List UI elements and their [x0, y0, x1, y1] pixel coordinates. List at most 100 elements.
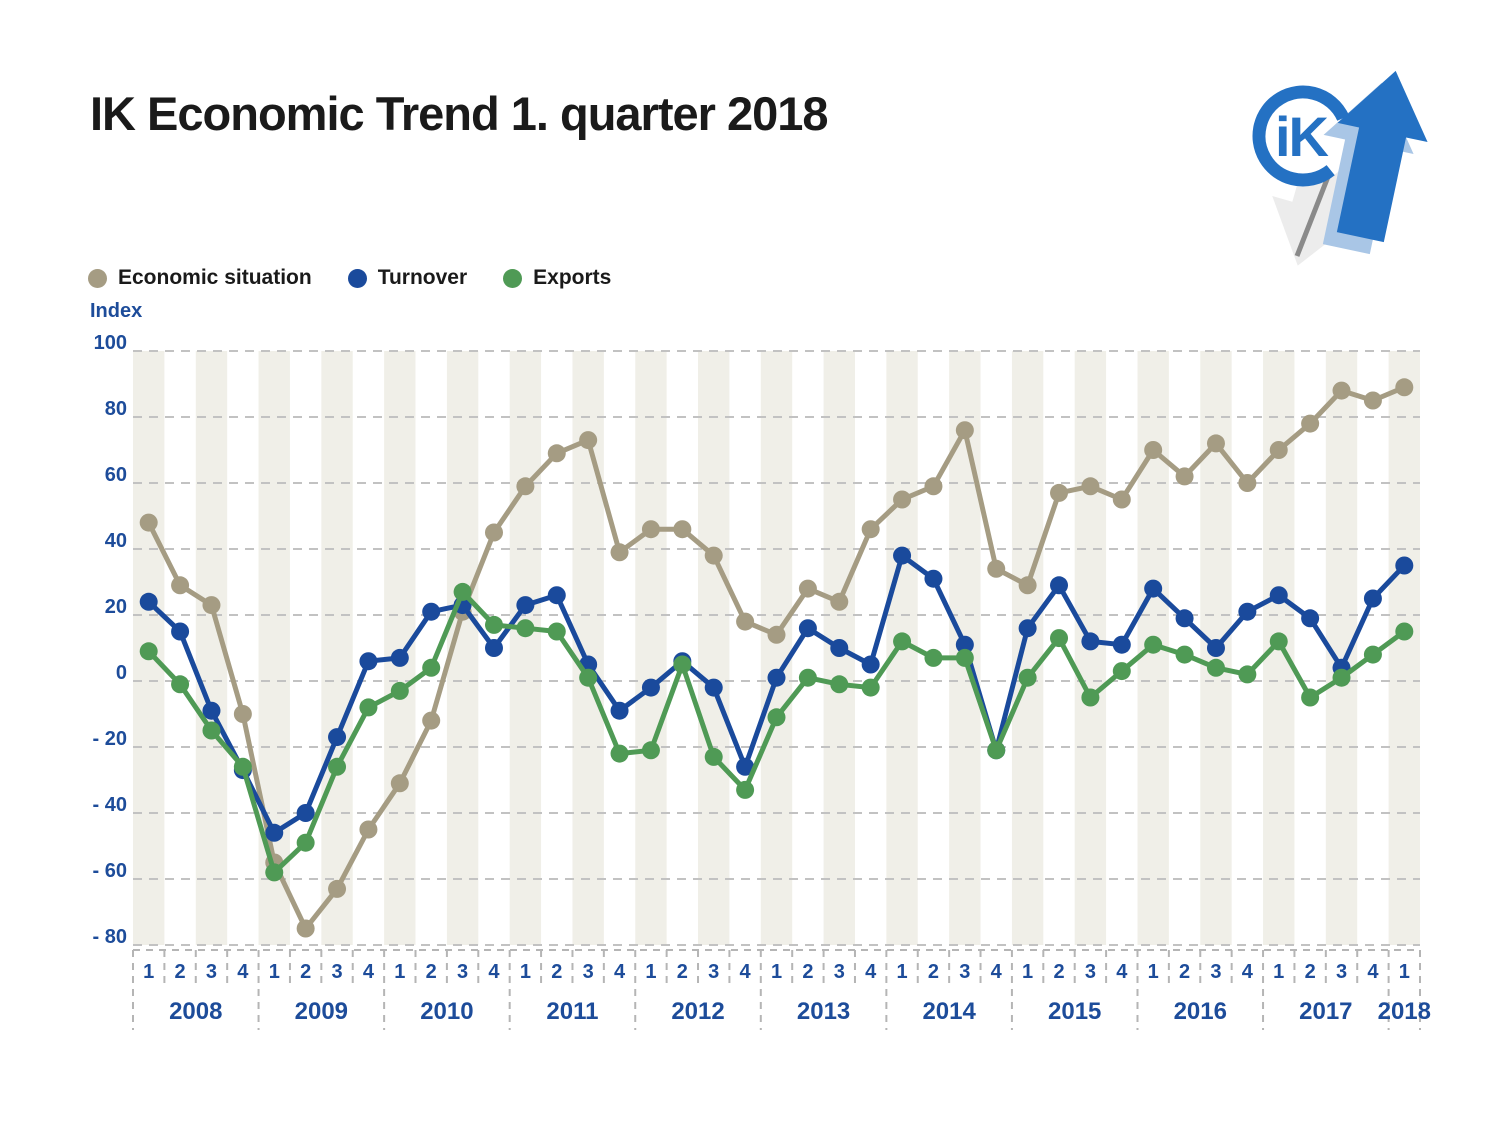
- data-point: [1144, 635, 1163, 654]
- quarter-label: 2: [551, 961, 562, 983]
- year-label: 2018: [1378, 998, 1431, 1025]
- data-point: [422, 711, 441, 730]
- data-point: [1363, 645, 1382, 664]
- data-point: [736, 780, 755, 799]
- data-point: [610, 543, 629, 562]
- data-point: [296, 804, 315, 822]
- economic-situation-dot-icon: [88, 268, 107, 288]
- data-point: [767, 708, 786, 727]
- data-point: [547, 444, 566, 463]
- year-label: 2009: [295, 998, 348, 1025]
- quarter-label: 4: [1367, 961, 1379, 983]
- data-point: [767, 668, 786, 687]
- y-tick-label: 40: [105, 530, 127, 552]
- data-point: [955, 421, 974, 440]
- data-point: [893, 490, 912, 509]
- quarter-label: 2: [677, 961, 688, 983]
- data-point: [830, 592, 849, 611]
- data-point: [1301, 688, 1320, 707]
- data-point: [704, 678, 723, 697]
- legend-item-exports: Exports: [503, 266, 611, 290]
- quarter-label: 4: [740, 961, 752, 983]
- data-point: [296, 919, 315, 938]
- quarter-label: 1: [896, 961, 907, 983]
- data-point: [1206, 658, 1225, 677]
- quarter-label: 3: [1336, 961, 1347, 983]
- y-tick-label: 100: [94, 332, 127, 354]
- data-point: [1363, 589, 1382, 608]
- year-label: 2011: [546, 998, 598, 1025]
- data-point: [736, 757, 755, 776]
- data-point: [736, 612, 755, 631]
- data-point: [1238, 602, 1257, 621]
- data-point: [1269, 441, 1288, 459]
- data-point: [1050, 629, 1069, 648]
- data-point: [233, 705, 252, 723]
- data-point: [641, 741, 660, 760]
- data-point: [1050, 576, 1069, 595]
- data-point: [1175, 467, 1194, 486]
- year-label: 2013: [797, 998, 850, 1025]
- data-point: [202, 701, 221, 720]
- data-point: [390, 774, 409, 793]
- quarter-label: 3: [1210, 961, 1221, 983]
- data-point: [641, 678, 660, 697]
- data-point: [1301, 609, 1320, 628]
- legend-item-economic-situation: Economic situation: [88, 266, 312, 290]
- legend-label: Economic situation: [118, 266, 312, 289]
- quarter-label: 1: [520, 961, 531, 983]
- logo-ring-icon: [1252, 85, 1354, 187]
- data-point: [1206, 434, 1225, 453]
- quarter-label: 3: [206, 961, 217, 983]
- data-point: [359, 652, 378, 671]
- data-point: [484, 639, 503, 657]
- year-label: 2010: [420, 998, 473, 1025]
- y-tick-label: 0: [116, 662, 127, 684]
- data-point: [1112, 635, 1131, 654]
- data-point: [422, 658, 441, 677]
- quarter-label: 4: [614, 961, 626, 983]
- data-point: [359, 698, 378, 717]
- data-point: [265, 863, 284, 882]
- ik-logo: iK: [1252, 70, 1428, 266]
- data-point: [265, 823, 284, 842]
- data-point: [987, 559, 1006, 578]
- quarter-label: 3: [583, 961, 594, 983]
- quarter-label: 3: [708, 961, 719, 983]
- data-point: [1175, 609, 1194, 628]
- year-label: 2015: [1048, 998, 1101, 1025]
- quarter-label: 3: [457, 961, 468, 983]
- data-point: [233, 757, 252, 776]
- page-title: IK Economic Trend 1. quarter 2018: [90, 87, 829, 140]
- legend-item-turnover: Turnover: [347, 266, 467, 290]
- data-point: [202, 721, 221, 740]
- quarter-label: 1: [771, 961, 782, 983]
- data-point: [139, 642, 158, 661]
- data-point: [516, 619, 535, 638]
- data-point: [861, 655, 880, 674]
- data-point: [328, 728, 347, 747]
- data-point: [830, 675, 849, 694]
- data-point: [328, 879, 347, 898]
- data-point: [453, 582, 472, 601]
- y-tick-label: - 60: [93, 860, 127, 882]
- quarter-label: 2: [802, 961, 813, 983]
- data-point: [1332, 381, 1351, 400]
- quarter-label: 4: [1116, 961, 1128, 983]
- turnover-dot-icon: [347, 268, 367, 288]
- year-label: 2014: [922, 998, 976, 1025]
- data-point: [955, 648, 974, 667]
- y-axis-title: Index: [90, 300, 143, 322]
- data-point: [1112, 490, 1131, 509]
- logo-ik-text: iK: [1275, 105, 1329, 168]
- data-point: [1018, 576, 1037, 595]
- data-point: [1112, 662, 1131, 681]
- data-point: [1269, 586, 1288, 605]
- data-point: [924, 477, 943, 496]
- quarter-label: 1: [269, 961, 280, 983]
- data-point: [484, 523, 503, 542]
- data-point: [893, 546, 912, 565]
- data-point: [390, 648, 409, 667]
- data-point: [798, 668, 817, 687]
